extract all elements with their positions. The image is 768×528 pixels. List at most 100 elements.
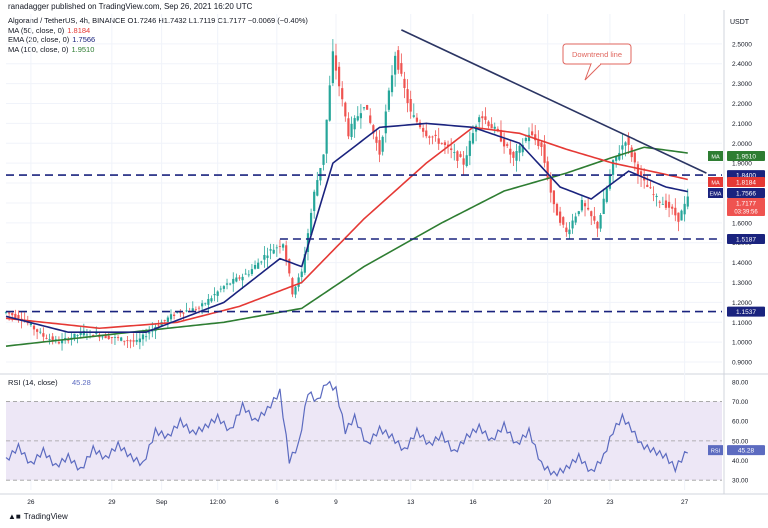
legend-ema20[interactable]: EMA (20, close, 0) 1.7566 (8, 35, 308, 45)
candle-body (129, 340, 132, 342)
candle-body (36, 329, 39, 332)
candle-body (369, 115, 372, 123)
candle-body (658, 201, 661, 203)
indicator-price-label: 1.7566 (736, 191, 756, 198)
candle-body (415, 117, 419, 122)
main-y-tick-label: 2.4000 (732, 61, 752, 68)
candle-body (677, 212, 680, 222)
candle-body (285, 245, 288, 261)
indicator-price-tag (727, 151, 765, 161)
rsi-line (5, 380, 688, 477)
candle-body (4, 312, 8, 313)
candle-body (179, 312, 182, 314)
candle-body (191, 308, 194, 312)
candle-body (422, 127, 425, 132)
candle-body (378, 140, 381, 155)
candle-body (559, 211, 562, 223)
main-y-tick-label: 1.1000 (732, 320, 752, 327)
candle-body (493, 126, 496, 129)
candle-body (197, 307, 201, 309)
x-tick-label: 12:00 (210, 499, 227, 506)
main-y-tick-label: 1.2000 (732, 300, 752, 307)
candle-body (39, 331, 42, 333)
candle-body (244, 273, 247, 275)
main-y-tick-label: 1.9000 (732, 161, 752, 168)
candle-body (562, 217, 565, 225)
candle-body (64, 337, 67, 339)
candle-body (204, 303, 207, 305)
candle-body (51, 336, 54, 341)
candle-body (512, 151, 515, 158)
candle-body (148, 332, 151, 334)
candle-body (409, 98, 412, 112)
rsi-legend-value: 45.28 (72, 378, 91, 387)
candle-body (250, 269, 254, 275)
legend-ma100[interactable]: MA (100, close, 0) 1.9510 (8, 45, 308, 55)
candle-body (316, 180, 319, 196)
candle-body (126, 340, 129, 342)
candle-body (646, 184, 649, 187)
x-tick-label: 20 (544, 499, 552, 506)
candle-body (14, 313, 17, 319)
candle-body (232, 278, 235, 284)
indicator-kind-label: MA (711, 155, 720, 161)
main-y-tick-label: 2.3000 (732, 81, 752, 88)
candle-body (319, 167, 322, 181)
candle-body (216, 291, 219, 296)
candle-body (207, 298, 210, 305)
candle-body (565, 227, 568, 233)
candle-body (257, 262, 260, 269)
candle-body (67, 339, 70, 341)
rsi-y-tick-label: 50.00 (732, 438, 749, 445)
candle-body (683, 203, 686, 215)
candle-body (468, 140, 471, 156)
candle-body (549, 177, 552, 193)
ma100-line (5, 146, 688, 347)
candle-body (478, 117, 481, 123)
main-y-tick-label: 2.0000 (732, 141, 752, 148)
candle-body (450, 148, 453, 151)
level-price-label: 1.8400 (736, 173, 756, 180)
level-price-label: 1.5187 (736, 237, 756, 244)
candle-body (225, 283, 229, 285)
candle-body (331, 51, 334, 84)
candle-body (394, 55, 397, 75)
candle-body (263, 254, 266, 260)
candle-body (120, 337, 123, 341)
symbol-legend-line[interactable]: Algorand / TetherUS, 4h, BINANCE O1.7246… (8, 16, 308, 25)
candle-body (266, 255, 269, 258)
candle-body (633, 152, 636, 163)
candle-body (113, 337, 117, 338)
candle-body (531, 131, 534, 136)
legend-ma100-value: 1.9510 (71, 44, 95, 54)
x-tick-label: 13 (407, 499, 415, 506)
candle-body (568, 229, 571, 235)
legend-ma50[interactable]: MA (50, close, 0) 1.8184 (8, 26, 308, 36)
candle-body (82, 330, 85, 336)
candle-body (17, 315, 20, 319)
candle-body (300, 271, 303, 277)
candle-body (135, 339, 138, 342)
candle-body (60, 339, 64, 344)
candle-body (107, 335, 110, 339)
candle-body (384, 111, 387, 134)
candle-body (418, 122, 422, 128)
candle-body (275, 247, 278, 249)
indicator-kind-label: EMA (710, 192, 722, 198)
candle-body (440, 143, 443, 144)
candle-body (260, 261, 263, 263)
indicator-kind-tag (708, 177, 723, 187)
candle-body (618, 152, 621, 160)
indicator-price-tag (727, 198, 765, 216)
candle-body (655, 195, 658, 198)
tradingview-brand-text: TradingView (23, 512, 68, 521)
candle-body (481, 116, 484, 119)
candle-body (499, 129, 503, 142)
x-tick-label: 27 (681, 499, 689, 506)
rsi-y-tick-label: 70.00 (732, 399, 749, 406)
candle-body (577, 211, 580, 215)
candle-body (356, 116, 359, 121)
candle-body (674, 207, 677, 216)
indicator-price-label: 1.7177 (736, 201, 756, 208)
